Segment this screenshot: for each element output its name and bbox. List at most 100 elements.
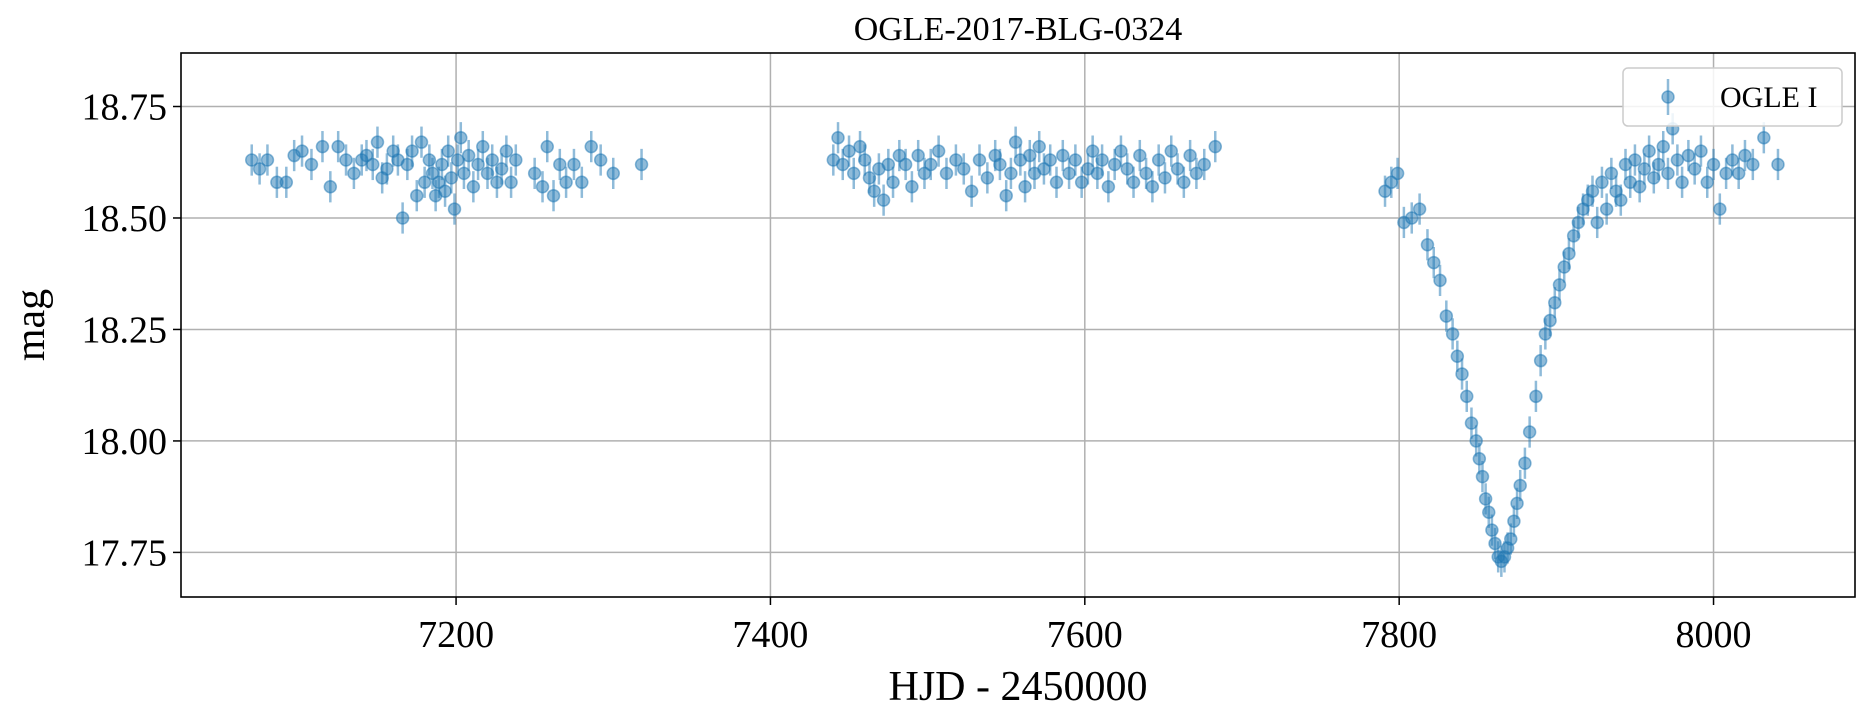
data-marker [881,157,896,172]
data-marker [304,157,319,172]
data-point [1068,144,1083,176]
data-point [414,126,429,158]
data-marker [1771,157,1785,172]
data-marker [1145,180,1160,194]
data-marker [1604,166,1619,181]
data-point [1694,135,1708,167]
data-marker [1670,153,1685,167]
data-point [395,202,410,234]
data-point [1628,144,1642,176]
ticks: 7200 7400 7600 7800 8000 17.75 18.00 18.25 18.50… [82,87,1752,656]
data-point [244,144,259,176]
data-point [857,144,872,176]
data-marker [331,139,345,154]
data-point [1412,193,1427,225]
legend-box [1622,67,1843,127]
data-point [540,131,554,163]
data-marker [1681,148,1696,163]
data-point [980,162,995,194]
data-point [1464,407,1479,439]
data-point [380,153,394,185]
data-marker [1189,166,1204,181]
data-marker [1133,148,1147,163]
data-marker [1706,157,1721,172]
data-marker [1700,175,1714,190]
data-marker [559,175,573,190]
data-marker [957,162,971,176]
y-tick-label: 18.75 [82,87,168,129]
y-tick-label: 18.25 [82,309,168,351]
data-point [831,122,845,154]
data-point [366,148,380,181]
data-point [444,162,459,194]
data-marker [323,180,338,194]
data-marker [1522,425,1537,439]
data-marker [252,162,267,176]
data-point [1614,184,1628,216]
data-point [1177,166,1191,198]
data-point [1656,131,1670,163]
data-point [898,148,913,181]
data-point [304,148,319,181]
data-marker [886,175,900,190]
plot-frame [180,52,1856,598]
data-marker [476,139,490,154]
data-point [1632,171,1647,203]
x-tick-label: 8000 [1676,614,1752,656]
data-marker [575,175,589,190]
data-marker [1420,237,1435,252]
data-point [846,157,861,189]
data-point [1746,148,1760,181]
data-marker [1068,153,1083,167]
data-marker [1208,139,1223,154]
data-point [1518,447,1532,479]
data-point [1158,162,1172,194]
data-point [535,171,550,203]
x-tick-label: 7800 [1361,614,1437,656]
data-point [1004,157,1018,189]
data-marker [898,157,913,172]
data-point [1513,469,1527,502]
data-marker [1126,175,1141,190]
data-point [471,148,485,181]
data-point [1107,148,1122,181]
data-marker [1445,327,1460,341]
data-point [905,171,919,203]
data-point [881,148,896,181]
data-point [1460,380,1474,412]
data-marker [1023,148,1037,163]
data-point [1120,153,1134,185]
data-marker [1595,175,1609,190]
data-point [494,153,509,185]
data-marker [1151,153,1166,167]
data-marker [1450,349,1465,363]
data-marker [1694,144,1708,158]
data-point [931,135,946,167]
data-marker [1004,166,1018,181]
data-point [1170,153,1185,185]
data-marker [339,153,353,167]
data-point [993,148,1007,181]
data-point [339,144,353,176]
data-marker [999,188,1013,203]
data-point [575,166,589,198]
data-point [1095,144,1109,176]
data-marker [1656,139,1670,154]
data-point [370,126,385,158]
data-point [1687,153,1702,185]
data-marker [1675,175,1689,190]
data-marker [1566,229,1581,243]
data-point [1189,157,1204,189]
data-point [476,131,490,163]
data-marker [1460,389,1474,404]
data-point [1538,318,1553,350]
data-point [1450,340,1465,372]
data-marker [435,157,449,172]
data-point [1126,166,1141,198]
data-marker [471,157,485,172]
data-point [1151,144,1166,176]
data-marker [1719,166,1733,181]
data-marker [315,139,330,154]
data-point [1533,345,1548,377]
data-point [1713,193,1727,225]
